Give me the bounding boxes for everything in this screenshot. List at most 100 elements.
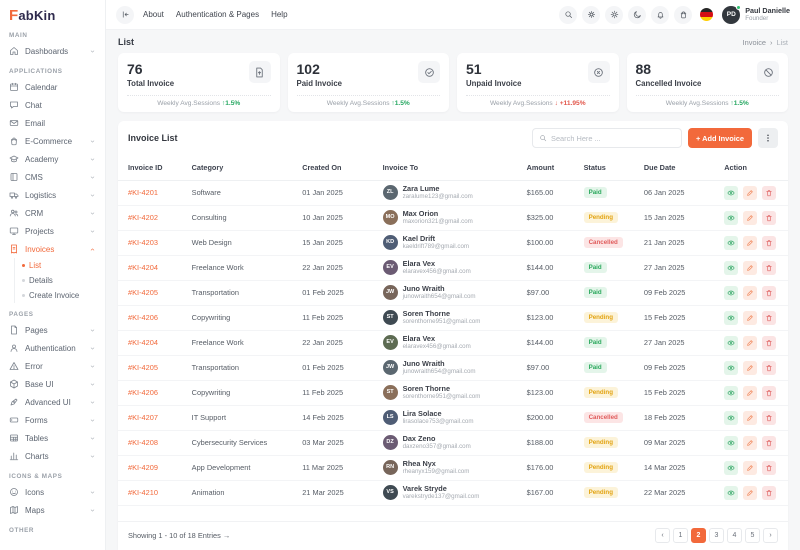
pagination-page-1[interactable]: 1 (673, 528, 688, 543)
view-invoice-button[interactable] (724, 260, 739, 275)
search-button[interactable] (559, 5, 578, 24)
breadcrumb-list[interactable]: List (776, 37, 788, 47)
bell-button[interactable] (651, 5, 670, 24)
invoice-id-link[interactable]: #KI-4208 (128, 438, 158, 447)
user-profile-button[interactable]: PD Paul Danielle Founder (722, 4, 790, 24)
invoice-id-link[interactable]: #KI-4203 (128, 238, 158, 247)
view-invoice-button[interactable] (724, 460, 739, 475)
view-invoice-button[interactable] (724, 185, 739, 200)
delete-invoice-button[interactable] (762, 285, 777, 300)
panel-menu-button[interactable] (758, 128, 778, 148)
delete-invoice-button[interactable] (762, 435, 777, 450)
invoice-id-link[interactable]: #KI-4206 (128, 313, 158, 322)
edit-invoice-button[interactable] (743, 185, 758, 200)
view-invoice-button[interactable] (724, 360, 739, 375)
invoice-id-link[interactable]: #KI-4210 (128, 488, 158, 497)
sidebar-item-invoices[interactable]: Invoices (9, 240, 96, 258)
view-invoice-button[interactable] (724, 310, 739, 325)
delete-invoice-button[interactable] (762, 335, 777, 350)
delete-invoice-button[interactable] (762, 360, 777, 375)
delete-invoice-button[interactable] (762, 460, 777, 475)
edit-invoice-button[interactable] (743, 435, 758, 450)
add-invoice-button[interactable]: + Add Invoice (688, 128, 752, 148)
topmenu-help[interactable]: Help (271, 10, 288, 19)
view-invoice-button[interactable] (724, 385, 739, 400)
gear-button[interactable] (582, 5, 601, 24)
invoice-id-link[interactable]: #KI-4202 (128, 213, 158, 222)
sidebar-subitem-list[interactable]: List (22, 258, 96, 273)
invoice-id-link[interactable]: #KI-4204 (128, 338, 158, 347)
delete-invoice-button[interactable] (762, 485, 777, 500)
delete-invoice-button[interactable] (762, 210, 777, 225)
view-invoice-button[interactable] (724, 335, 739, 350)
sidebar-item-cms[interactable]: CMS (9, 168, 96, 186)
view-invoice-button[interactable] (724, 485, 739, 500)
sun-button[interactable] (605, 5, 624, 24)
search-input[interactable] (551, 133, 676, 143)
delete-invoice-button[interactable] (762, 410, 777, 425)
invoice-id-link[interactable]: #KI-4205 (128, 363, 158, 372)
sidebar-item-advanced-ui[interactable]: Advanced UI (9, 393, 96, 411)
pagination-next[interactable]: › (763, 528, 778, 543)
edit-invoice-button[interactable] (743, 210, 758, 225)
invoice-id-link[interactable]: #KI-4206 (128, 388, 158, 397)
sidebar-item-maps[interactable]: Maps (9, 501, 96, 519)
sidebar-item-base-ui[interactable]: Base UI (9, 375, 96, 393)
edit-invoice-button[interactable] (743, 460, 758, 475)
pagination-page-5[interactable]: 5 (745, 528, 760, 543)
edit-invoice-button[interactable] (743, 385, 758, 400)
edit-invoice-button[interactable] (743, 310, 758, 325)
view-invoice-button[interactable] (724, 435, 739, 450)
breadcrumb-invoice[interactable]: Invoice (742, 37, 767, 47)
sidebar-item-projects[interactable]: Projects (9, 222, 96, 240)
sidebar-item-email[interactable]: Email (9, 114, 96, 132)
delete-invoice-button[interactable] (762, 310, 777, 325)
edit-invoice-button[interactable] (743, 235, 758, 250)
topmenu-authentication-pages[interactable]: Authentication & Pages (175, 10, 260, 19)
sidebar-item-dashboards[interactable]: Dashboards (9, 42, 96, 60)
pagination-page-2[interactable]: 2 (691, 528, 706, 543)
view-invoice-button[interactable] (724, 285, 739, 300)
sidebar-subitem-details[interactable]: Details (22, 273, 96, 288)
topmenu-about[interactable]: About (143, 10, 164, 19)
pagination-page-4[interactable]: 4 (727, 528, 742, 543)
invoice-id-link[interactable]: #KI-4209 (128, 463, 158, 472)
invoice-id-link[interactable]: #KI-4204 (128, 263, 158, 272)
sidebar-item-forms[interactable]: Forms (9, 411, 96, 429)
sidebar-item-tables[interactable]: Tables (9, 429, 96, 447)
view-invoice-button[interactable] (724, 410, 739, 425)
sidebar-item-icons[interactable]: Icons (9, 483, 96, 501)
delete-invoice-button[interactable] (762, 185, 777, 200)
moon-button[interactable] (628, 5, 647, 24)
sidebar-item-calendar[interactable]: Calendar (9, 78, 96, 96)
sidebar-collapse-button[interactable] (116, 5, 134, 24)
delete-invoice-button[interactable] (762, 235, 777, 250)
edit-invoice-button[interactable] (743, 260, 758, 275)
view-invoice-button[interactable] (724, 235, 739, 250)
edit-invoice-button[interactable] (743, 410, 758, 425)
sidebar-item-charts[interactable]: Charts (9, 447, 96, 465)
sidebar-item-logistics[interactable]: Logistics (9, 186, 96, 204)
sidebar-item-pages[interactable]: Pages (9, 321, 96, 339)
delete-invoice-button[interactable] (762, 385, 777, 400)
invoice-id-link[interactable]: #KI-4205 (128, 288, 158, 297)
edit-invoice-button[interactable] (743, 485, 758, 500)
pagination-page-3[interactable]: 3 (709, 528, 724, 543)
delete-invoice-button[interactable] (762, 260, 777, 275)
invoice-id-link[interactable]: #KI-4207 (128, 413, 158, 422)
bag-button[interactable] (674, 5, 693, 24)
pagination-prev[interactable]: ‹ (655, 528, 670, 543)
sidebar-item-crm[interactable]: CRM (9, 204, 96, 222)
edit-invoice-button[interactable] (743, 285, 758, 300)
edit-invoice-button[interactable] (743, 335, 758, 350)
edit-invoice-button[interactable] (743, 360, 758, 375)
sidebar-item-error[interactable]: Error (9, 357, 96, 375)
sidebar-item-authentication[interactable]: Authentication (9, 339, 96, 357)
invoice-id-link[interactable]: #KI-4201 (128, 188, 158, 197)
sidebar-item-chat[interactable]: Chat (9, 96, 96, 114)
view-invoice-button[interactable] (724, 210, 739, 225)
sidebar-item-e-commerce[interactable]: E-Commerce (9, 132, 96, 150)
sidebar-item-academy[interactable]: Academy (9, 150, 96, 168)
language-flag-button[interactable] (697, 5, 716, 24)
